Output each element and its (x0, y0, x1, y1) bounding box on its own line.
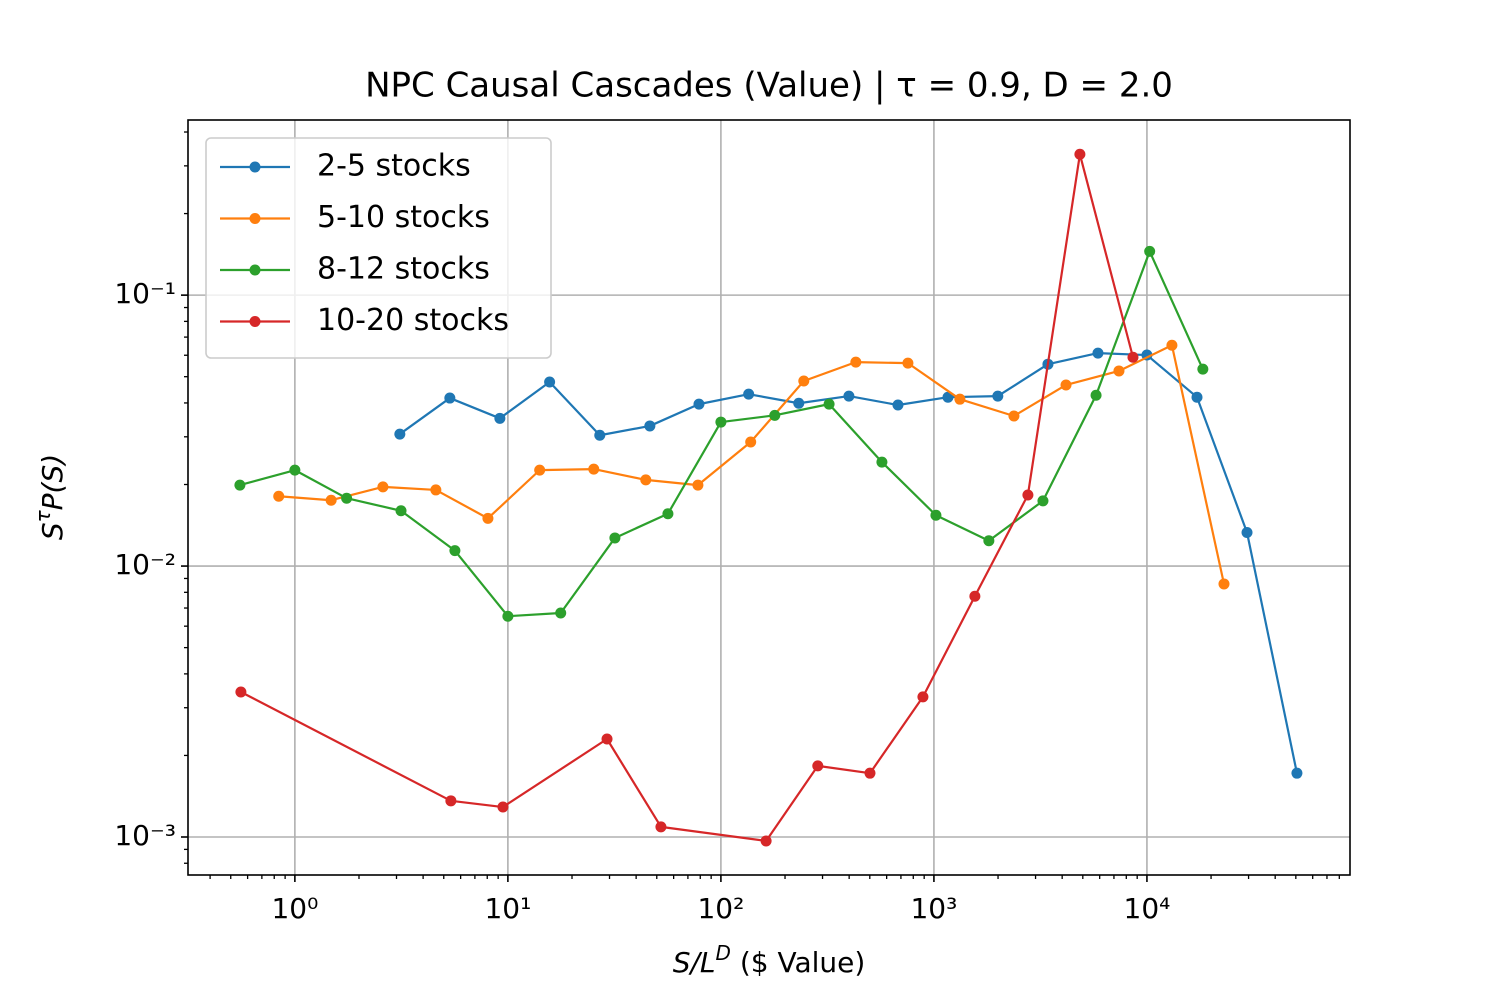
x-tick-label: 10⁴ (1124, 892, 1171, 925)
data-point (769, 409, 781, 421)
data-point (1090, 389, 1102, 401)
data-point (289, 464, 301, 476)
data-point (1008, 410, 1020, 422)
data-point (588, 463, 600, 475)
chart-title: NPC Causal Cascades (Value) | τ = 0.9, D… (365, 66, 1173, 106)
legend-marker (249, 264, 261, 276)
legend-box (205, 137, 552, 359)
data-point (850, 356, 862, 368)
data-point (864, 767, 876, 779)
y-axis-label: SτP(S) (31, 454, 69, 540)
data-point (793, 397, 805, 409)
legend-label: 8-12 stocks (317, 252, 490, 287)
data-point (234, 479, 246, 491)
data-point (902, 357, 914, 369)
data-point (969, 590, 981, 602)
data-point (917, 691, 929, 703)
data-point (1291, 767, 1303, 779)
data-point (992, 390, 1004, 402)
data-point (1166, 339, 1178, 351)
legend-marker (249, 316, 261, 327)
data-point (942, 391, 954, 403)
data-point (798, 375, 810, 387)
data-point (395, 505, 407, 517)
data-point (662, 508, 674, 520)
data-point (235, 686, 247, 698)
data-point (430, 484, 442, 496)
data-point (693, 398, 705, 410)
y-label-part: P(S) (36, 454, 69, 511)
data-point (1241, 527, 1253, 539)
x-tick-label: 10² (697, 892, 744, 925)
y-tick-label: 10⁻¹ (114, 277, 176, 310)
data-point (954, 393, 966, 405)
legend-label: 2-5 stocks (317, 149, 471, 184)
x-axis-label: S/LD ($ Value) (673, 941, 866, 979)
data-point (445, 795, 457, 807)
data-point (823, 398, 835, 410)
y-label-sup: τ (31, 509, 55, 522)
data-point (812, 760, 824, 772)
data-point (325, 494, 337, 506)
data-point (534, 464, 546, 476)
data-point (743, 388, 755, 400)
data-point (692, 479, 704, 491)
x-label-part: S/L (673, 946, 716, 979)
data-point (601, 733, 613, 745)
data-point (502, 610, 514, 622)
data-point (494, 412, 506, 424)
data-point (444, 392, 456, 404)
data-point (655, 821, 667, 833)
y-tick-label: 10⁻³ (114, 819, 176, 852)
data-point (760, 835, 772, 847)
data-point (1127, 351, 1139, 363)
x-tick-label: 10¹ (484, 892, 531, 925)
data-point (449, 545, 461, 557)
data-point (876, 456, 888, 468)
data-point (715, 416, 727, 428)
data-point (983, 535, 995, 547)
data-point (1113, 365, 1125, 377)
plot-frame (187, 119, 1351, 876)
y-label-part: S (36, 522, 69, 540)
legend-marker (249, 213, 261, 224)
data-point (544, 376, 556, 388)
data-point (1197, 363, 1209, 375)
x-tick-label: 10³ (910, 892, 957, 925)
legend-marker (249, 161, 261, 173)
data-point (555, 607, 567, 619)
data-point (640, 474, 652, 486)
data-point (1144, 245, 1156, 257)
data-point (1022, 489, 1034, 501)
legend: 2-5 stocks 5-10 stocks 8-12 stocks 10-20 st… (205, 137, 552, 359)
data-point (1191, 391, 1203, 403)
data-point (377, 481, 389, 493)
data-point (482, 512, 494, 524)
x-tick-label: 10⁰ (271, 892, 318, 925)
data-point (594, 429, 606, 441)
x-label-part: ($ Value) (731, 946, 865, 979)
data-point (341, 492, 353, 504)
x-label-sup: D (716, 941, 731, 965)
data-point (1060, 379, 1072, 391)
data-point (609, 532, 621, 544)
data-point (273, 490, 285, 502)
data-point (1074, 148, 1086, 160)
data-point (497, 801, 509, 813)
data-point (1218, 578, 1230, 590)
data-point (843, 390, 855, 402)
legend-label: 10-20 stocks (317, 303, 509, 338)
data-point (930, 509, 942, 521)
y-tick-label: 10⁻² (114, 548, 176, 581)
data-point (1037, 495, 1049, 507)
data-point (745, 436, 757, 448)
data-point (644, 420, 656, 432)
legend-label: 5-10 stocks (317, 200, 490, 235)
data-point (394, 428, 406, 440)
data-point (892, 399, 904, 411)
data-point (1092, 347, 1104, 359)
